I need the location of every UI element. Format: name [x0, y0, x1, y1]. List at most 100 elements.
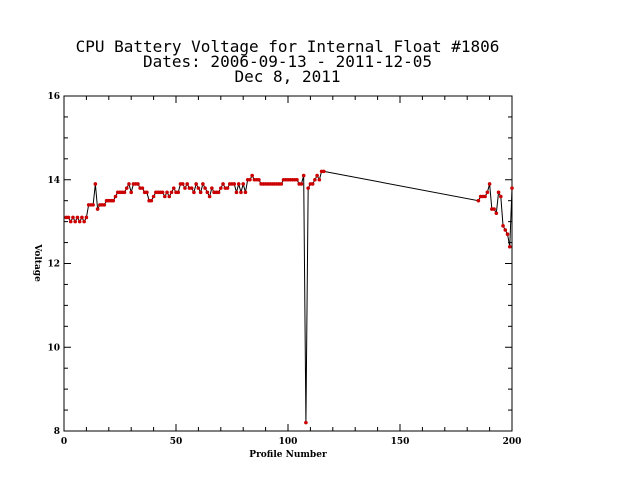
data-point: [71, 215, 75, 220]
data-point: [180, 182, 185, 186]
data-point: [169, 190, 174, 195]
chart-title-line-2: Dates: 2006-09-13 - 2011-12-05: [143, 52, 432, 71]
data-point: [248, 177, 252, 182]
series-line: [66, 170, 513, 423]
data-point: [494, 211, 499, 216]
data-point: [499, 194, 503, 199]
data-point: [102, 203, 107, 207]
y-axis-label: Voltage: [32, 243, 42, 282]
data-point: [84, 215, 89, 220]
data-point: [221, 182, 225, 186]
data-point: [201, 182, 205, 186]
data-point: [295, 177, 299, 182]
data-point: [476, 198, 481, 203]
data-point: [183, 186, 187, 190]
data-point: [232, 182, 237, 186]
data-point: [234, 190, 239, 195]
data-point: [95, 207, 100, 211]
data-point: [301, 173, 306, 178]
data-point: [496, 190, 501, 195]
data-point: [505, 232, 510, 236]
data-point: [167, 194, 172, 199]
x-tick-label: 200: [503, 437, 522, 447]
data-point: [239, 190, 243, 195]
data-point: [243, 190, 248, 195]
data-point: [322, 169, 326, 174]
data-point: [194, 182, 198, 186]
data-point: [507, 244, 512, 249]
data-point: [82, 219, 86, 224]
data-point: [145, 190, 149, 195]
markers-group: [64, 169, 514, 425]
y-tick-label: 14: [47, 176, 60, 186]
data-point: [66, 215, 71, 220]
data-point: [149, 198, 154, 203]
data-point: [68, 219, 73, 224]
data-point: [304, 420, 308, 425]
data-point: [91, 203, 95, 207]
data-point: [487, 182, 492, 186]
data-point: [279, 182, 284, 186]
data-point: [165, 190, 169, 195]
data-point: [80, 215, 84, 220]
chart-title-line-3: Dec 8, 2011: [234, 67, 341, 86]
y-tick-label: 8: [54, 427, 60, 437]
data-point: [219, 186, 223, 190]
data-point: [250, 173, 254, 178]
plot-frame: [63, 95, 513, 432]
data-point: [111, 198, 116, 203]
data-point: [171, 186, 176, 190]
data-point: [122, 190, 127, 195]
data-point: [485, 190, 490, 195]
data-point: [483, 194, 487, 199]
x-tick-label: 100: [279, 437, 298, 447]
data-point: [151, 194, 156, 199]
data-point: [501, 224, 505, 228]
data-point: [313, 177, 317, 182]
data-point: [310, 182, 315, 186]
x-tick-label: 0: [61, 437, 67, 447]
data-point: [203, 186, 207, 190]
data-point: [140, 186, 145, 190]
data-point: [77, 219, 82, 224]
y-tick-label: 16: [47, 92, 60, 102]
data-point: [210, 186, 214, 190]
data-point: [257, 177, 261, 182]
data-point: [216, 190, 221, 195]
data-point: [113, 194, 118, 199]
data-point: [192, 190, 196, 195]
data-point: [124, 186, 129, 190]
data-point: [315, 173, 319, 178]
data-point: [127, 182, 131, 186]
data-point: [196, 186, 201, 190]
series-line-group: [66, 170, 513, 423]
data-point: [129, 190, 133, 195]
data-point: [163, 194, 167, 199]
data-point: [176, 190, 181, 195]
data-point: [236, 182, 241, 186]
data-point: [207, 194, 212, 199]
data-point: [198, 190, 203, 195]
x-tick-label: 50: [170, 437, 183, 447]
x-axis-label: Profile Number: [249, 450, 327, 460]
axes: 0 50 100 150 200 8 10 12 14 16: [47, 92, 521, 447]
data-point: [510, 186, 514, 190]
chart-title-line-1: CPU Battery Voltage for Internal Float #…: [75, 37, 500, 56]
data-point: [299, 182, 304, 186]
data-point: [241, 182, 245, 186]
data-point: [205, 190, 210, 195]
data-point: [492, 207, 496, 211]
x-tick-label: 150: [391, 437, 410, 447]
data-point: [503, 228, 508, 232]
y-tick-label: 10: [47, 343, 60, 353]
data-point: [317, 177, 322, 182]
data-point: [185, 182, 189, 186]
data-point: [93, 182, 98, 186]
data-point: [75, 215, 80, 220]
data-point: [136, 182, 140, 186]
data-point: [189, 186, 194, 190]
data-point: [225, 186, 230, 190]
data-point: [160, 190, 165, 195]
y-tick-label: 12: [47, 260, 60, 270]
